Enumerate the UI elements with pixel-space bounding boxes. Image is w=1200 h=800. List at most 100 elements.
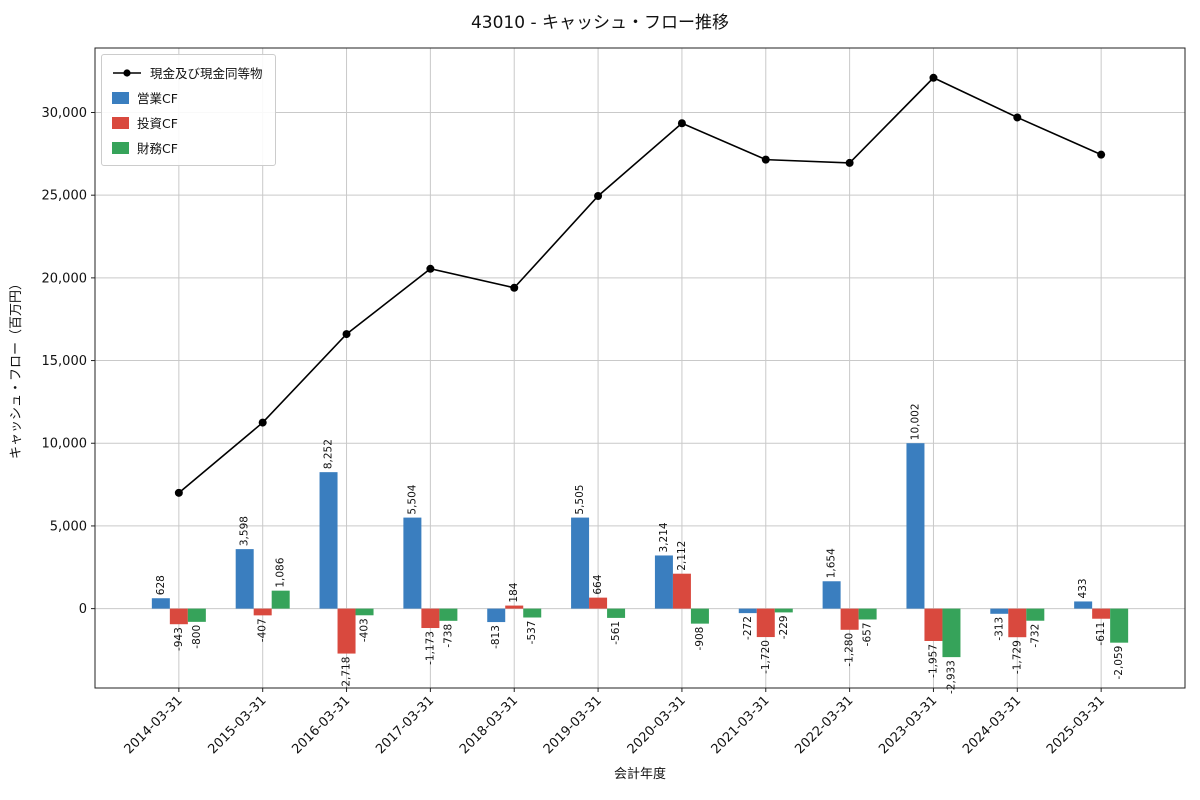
bar-label-financing-cf: -537 xyxy=(526,621,538,645)
bar-financing-cf xyxy=(1110,608,1129,643)
bar-operating-cf xyxy=(151,598,170,609)
bar-label-investing-cf: 2,112 xyxy=(676,541,688,571)
bar-label-operating-cf: 433 xyxy=(1077,578,1089,598)
bar-financing-cf xyxy=(858,608,877,620)
cash-line-point xyxy=(342,330,351,339)
bar-financing-cf xyxy=(690,608,709,624)
bar-label-financing-cf: -2,933 xyxy=(945,660,957,694)
x-tick-label: 2018-03-31 xyxy=(457,693,521,757)
x-tick-label: 2023-03-31 xyxy=(876,693,940,757)
bar-operating-cf xyxy=(654,555,673,609)
bar-label-operating-cf: -813 xyxy=(490,625,502,649)
bar-label-financing-cf: -561 xyxy=(610,621,622,645)
legend-label-financing-cf: 財務CF xyxy=(137,141,178,156)
bar-label-financing-cf: -800 xyxy=(191,625,203,649)
bar-financing-cf xyxy=(1026,608,1045,621)
operating-cf-swatch-icon xyxy=(112,91,129,104)
cash-line-point xyxy=(677,119,686,128)
legend-item-investing-cf: 投資CF xyxy=(112,113,263,132)
legend-label-operating-cf: 営業CF xyxy=(137,91,178,106)
bar-label-investing-cf: 664 xyxy=(592,574,604,594)
x-tick-label: 2019-03-31 xyxy=(541,693,605,757)
cash-line-point xyxy=(1097,150,1106,159)
bar-financing-cf xyxy=(271,590,290,609)
bar-label-financing-cf: -732 xyxy=(1029,624,1041,648)
bar-operating-cf xyxy=(403,517,422,609)
bar-label-financing-cf: -2,059 xyxy=(1113,646,1125,680)
bar-investing-cf xyxy=(505,605,524,609)
investing-cf-swatch-icon xyxy=(112,116,129,129)
bar-financing-cf xyxy=(523,608,542,618)
bar-label-investing-cf: -407 xyxy=(257,618,269,642)
bar-label-operating-cf: 3,214 xyxy=(658,522,670,552)
cash-line-point xyxy=(594,192,603,201)
bar-investing-cf xyxy=(421,608,440,629)
bar-operating-cf xyxy=(906,443,925,609)
bar-operating-cf xyxy=(319,472,338,609)
bar-operating-cf xyxy=(571,517,590,609)
x-tick-label: 2017-03-31 xyxy=(373,693,437,757)
bar-label-financing-cf: -738 xyxy=(442,624,454,648)
bar-operating-cf xyxy=(487,608,506,623)
cash-line-point xyxy=(258,418,267,427)
y-tick-label: 5,000 xyxy=(50,519,87,534)
bar-operating-cf xyxy=(738,608,757,614)
bar-label-operating-cf: 3,598 xyxy=(239,516,251,546)
cash-line-point xyxy=(761,155,770,164)
bar-label-investing-cf: -1,173 xyxy=(424,631,436,665)
bar-label-operating-cf: 8,252 xyxy=(323,439,335,469)
cash-line-point xyxy=(510,283,519,292)
bar-label-investing-cf: -1,280 xyxy=(844,633,856,667)
x-tick-label: 2020-03-31 xyxy=(625,693,689,757)
bar-operating-cf xyxy=(1074,601,1093,609)
bar-label-financing-cf: -229 xyxy=(778,615,790,639)
x-axis-label: 会計年度 xyxy=(614,766,666,782)
bar-label-financing-cf: 1,086 xyxy=(275,557,287,587)
x-tick-label: 2016-03-31 xyxy=(289,693,353,757)
bar-investing-cf xyxy=(672,573,691,609)
bar-investing-cf xyxy=(924,608,943,641)
x-tick-label: 2015-03-31 xyxy=(205,693,269,757)
legend-item-financing-cf: 財務CF xyxy=(112,138,263,157)
bar-label-financing-cf: -908 xyxy=(694,627,706,651)
cash-line-point xyxy=(845,158,854,167)
x-tick-label: 2022-03-31 xyxy=(792,693,856,757)
bar-label-investing-cf: -1,957 xyxy=(927,644,939,678)
x-tick-label: 2024-03-31 xyxy=(960,693,1024,757)
bar-investing-cf xyxy=(337,608,356,654)
bar-label-operating-cf: 5,505 xyxy=(574,485,586,515)
y-axis-label: キャッシュ・フロー（百万円） xyxy=(9,277,24,459)
bar-operating-cf xyxy=(235,549,254,609)
bar-label-operating-cf: -272 xyxy=(742,616,754,640)
bar-label-financing-cf: -657 xyxy=(862,622,874,646)
bar-investing-cf xyxy=(589,597,608,609)
bar-label-investing-cf: -1,729 xyxy=(1011,640,1023,674)
cash-line-point xyxy=(174,488,183,497)
legend-label-investing-cf: 投資CF xyxy=(137,116,178,131)
bar-label-investing-cf: -943 xyxy=(173,627,185,651)
bar-operating-cf xyxy=(822,581,841,609)
bar-label-operating-cf: 10,002 xyxy=(909,403,921,440)
cash-line xyxy=(178,76,1102,494)
bar-financing-cf xyxy=(942,608,961,658)
bar-investing-cf xyxy=(756,608,775,638)
legend: 現金及び現金同等物 営業CF 投資CF 財務CF xyxy=(101,54,276,166)
bar-label-operating-cf: 628 xyxy=(155,575,167,595)
y-tick-label: 20,000 xyxy=(42,271,88,286)
cash-line-point xyxy=(1013,113,1022,122)
bar-investing-cf xyxy=(253,608,272,616)
bar-financing-cf xyxy=(607,608,626,618)
bar-label-operating-cf: 5,504 xyxy=(406,484,418,514)
legend-item-cash-equivalents: 現金及び現金同等物 xyxy=(112,63,263,82)
x-tick-label: 2025-03-31 xyxy=(1044,693,1108,757)
bar-label-investing-cf: -2,718 xyxy=(341,657,353,691)
axes-border xyxy=(94,47,1186,689)
bar-label-financing-cf: -403 xyxy=(359,618,371,642)
legend-item-operating-cf: 営業CF xyxy=(112,88,263,107)
chart-title: 43010 - キャッシュ・フロー推移 xyxy=(471,13,729,33)
cash-line-point xyxy=(426,264,435,273)
y-tick-label: 25,000 xyxy=(42,189,88,204)
x-tick-label: 2021-03-31 xyxy=(709,693,773,757)
